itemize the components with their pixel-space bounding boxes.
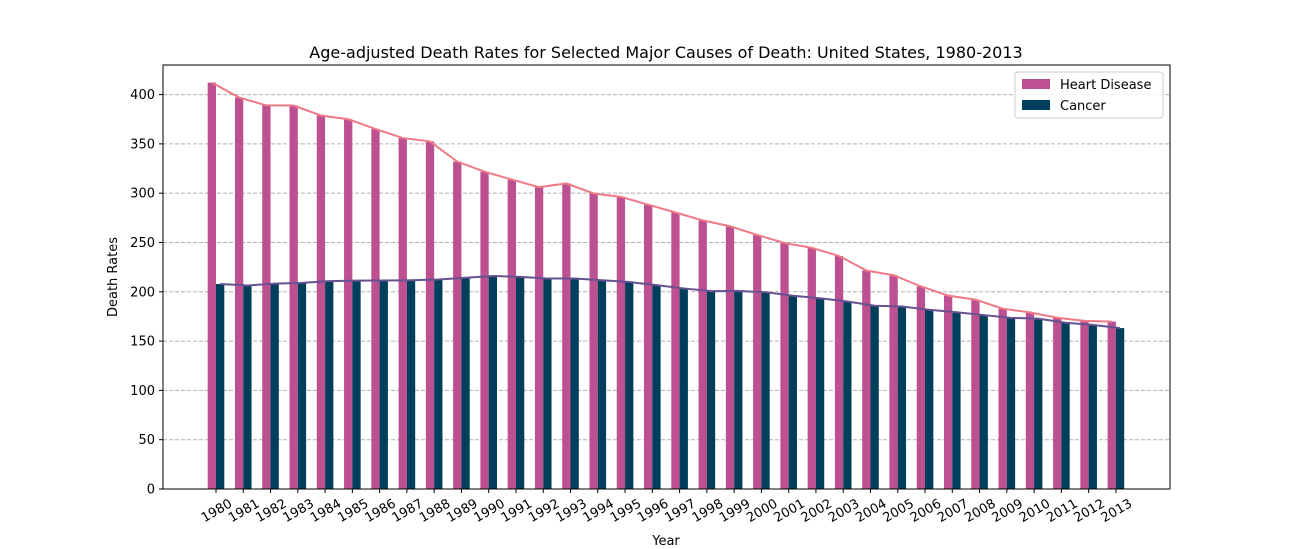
bar-heart-disease xyxy=(807,247,816,489)
bar-cancer xyxy=(515,276,525,489)
y-axis-label: Death Rates xyxy=(106,237,121,317)
legend: Heart Disease Cancer xyxy=(1014,71,1164,119)
bar-cancer xyxy=(843,301,852,489)
bar-cancer xyxy=(461,277,470,489)
bar-cancer xyxy=(734,291,743,489)
bar-cancer xyxy=(1034,318,1043,489)
bar-cancer xyxy=(788,295,797,489)
y-tick-label: 250 xyxy=(130,236,155,251)
bar-heart-disease xyxy=(753,234,762,489)
bar-cancer xyxy=(434,279,443,489)
bar-cancer xyxy=(815,298,825,489)
bar-heart-disease xyxy=(453,161,462,489)
bar-cancer xyxy=(270,283,279,489)
bar-heart-disease xyxy=(998,308,1007,489)
legend-label-cancer: Cancer xyxy=(1060,99,1106,114)
trend-lines xyxy=(211,81,1121,330)
legend-swatch-cancer xyxy=(1022,100,1050,110)
y-tick-label: 400 xyxy=(130,88,155,103)
bar-heart-disease xyxy=(1080,320,1089,489)
line-cancer xyxy=(220,275,1121,330)
bar-cancer xyxy=(379,280,388,489)
x-axis-label: Year xyxy=(651,534,680,549)
bar-cancer xyxy=(679,288,688,489)
bar-heart-disease xyxy=(862,270,871,489)
x-axis-ticks: 1980198119821983198419851986198719881989… xyxy=(199,489,1135,526)
bar-heart-disease xyxy=(425,141,435,489)
bar-cancer xyxy=(897,306,907,489)
bar-heart-disease xyxy=(698,220,707,489)
y-tick-label: 100 xyxy=(130,384,155,399)
bar-heart-disease xyxy=(589,193,598,489)
bar-cancer xyxy=(925,309,934,489)
plot-frame xyxy=(162,64,1171,490)
bar-heart-disease xyxy=(207,82,216,489)
bar-cancer xyxy=(1088,324,1097,489)
y-tick-label: 0 xyxy=(147,483,155,498)
bar-cancer xyxy=(406,280,416,489)
bar-cancer xyxy=(243,285,252,489)
bar-cancer xyxy=(488,276,497,489)
y-tick-label: 200 xyxy=(130,285,155,300)
bar-cancer xyxy=(952,312,961,489)
bar-heart-disease xyxy=(889,275,898,489)
bar-heart-disease xyxy=(616,196,626,489)
bar-cancer xyxy=(352,280,361,489)
bar-heart-disease xyxy=(289,105,298,489)
bar-cancer xyxy=(761,292,770,489)
bar-cancer xyxy=(979,315,988,489)
bar-cancer xyxy=(570,278,579,489)
bar-heart-disease xyxy=(1053,317,1062,489)
y-tick-label: 50 xyxy=(138,433,155,448)
bar-heart-disease xyxy=(507,179,516,489)
bar-heart-disease xyxy=(834,255,844,489)
y-tick-label: 350 xyxy=(130,137,155,152)
bar-cancer xyxy=(870,305,879,489)
bar-heart-disease xyxy=(316,115,326,489)
bar-heart-disease xyxy=(262,105,271,489)
bar-cancer xyxy=(1006,317,1016,489)
legend-box xyxy=(1014,71,1164,119)
bar-heart-disease xyxy=(234,97,244,489)
bar-cancer xyxy=(625,282,634,489)
bar-cancer xyxy=(543,278,552,489)
bar-cancer xyxy=(325,281,334,489)
y-tick-label: 150 xyxy=(130,335,155,350)
legend-swatch-heart-disease xyxy=(1022,79,1050,89)
bar-heart-disease xyxy=(916,286,926,489)
bar-cancer xyxy=(1115,328,1125,489)
bar-heart-disease xyxy=(371,128,380,489)
bar-heart-disease xyxy=(644,204,653,490)
grid-lines xyxy=(163,94,1170,441)
bar-heart-disease xyxy=(534,187,544,490)
bar-heart-disease xyxy=(943,295,953,489)
bar-heart-disease xyxy=(344,119,353,490)
bar-heart-disease xyxy=(971,299,980,489)
bar-heart-disease xyxy=(1107,321,1116,489)
bar-cancer xyxy=(597,280,607,489)
bar-heart-disease xyxy=(562,183,571,489)
y-tick-label: 300 xyxy=(130,187,155,202)
bar-heart-disease xyxy=(480,171,489,489)
bar-heart-disease xyxy=(398,138,407,489)
y-axis-ticks: 0 50 100 150 200 250 300 350 400 xyxy=(130,88,163,498)
bar-heart-disease xyxy=(780,242,789,489)
legend-label-heart-disease: Heart Disease xyxy=(1060,78,1151,93)
chart-title: Age-adjusted Death Rates for Selected Ma… xyxy=(309,43,1022,62)
x-tick-label: 2013 xyxy=(1099,496,1135,526)
bar-heart-disease xyxy=(1025,312,1035,489)
bar-cancer xyxy=(652,285,661,489)
bar-heart-disease xyxy=(671,212,680,489)
bar-cancer xyxy=(1061,322,1070,489)
bar-cancer xyxy=(297,282,307,489)
bar-cancer xyxy=(216,284,225,489)
bar-cancer xyxy=(706,291,716,489)
bars xyxy=(207,82,1125,490)
bar-heart-disease xyxy=(725,226,735,489)
line-heart-disease xyxy=(211,81,1112,323)
